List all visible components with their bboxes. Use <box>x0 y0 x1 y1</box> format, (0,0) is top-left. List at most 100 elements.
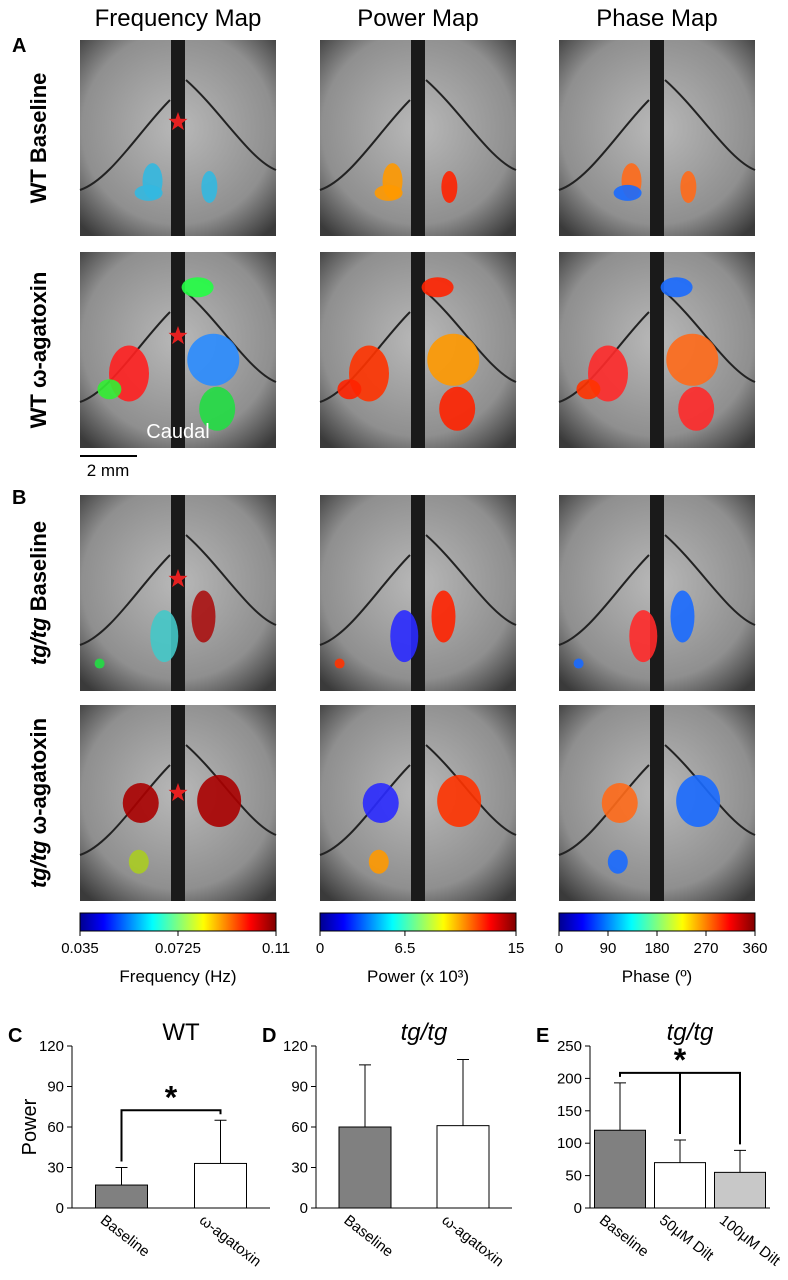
colorbar-tick-label: 270 <box>693 940 718 957</box>
row-label-prefix: tg/tg <box>26 840 51 888</box>
y-axis-label: Power <box>19 1098 41 1155</box>
colorbar-tick-label: 0.11 <box>262 940 290 957</box>
activity-blob <box>369 850 389 874</box>
activity-blob <box>135 185 163 201</box>
significance-marker: * <box>165 1079 178 1115</box>
colorbar-tick-label: 15 <box>508 940 525 957</box>
midline <box>171 705 185 901</box>
y-tick-label: 90 <box>47 1079 64 1096</box>
activity-blob <box>614 185 642 201</box>
panel-letter: A <box>12 35 26 57</box>
y-tick-label: 30 <box>291 1160 308 1177</box>
activity-blob <box>431 591 455 643</box>
activity-blob <box>680 171 696 203</box>
activity-blob <box>191 591 215 643</box>
activity-blob <box>427 334 479 386</box>
row-label: WT Baseline <box>26 73 51 204</box>
activity-blob <box>439 387 475 431</box>
row-label: tg/tg Baseline <box>26 521 51 665</box>
error-bar <box>734 1150 746 1172</box>
row-label: WT ω-agatoxin <box>26 272 51 429</box>
chart-title: WT <box>162 1019 200 1046</box>
midline <box>411 252 425 448</box>
activity-blob <box>678 387 714 431</box>
y-tick-label: 120 <box>39 1038 64 1055</box>
y-tick-label: 0 <box>574 1200 582 1217</box>
caudal-label: Caudal <box>146 421 209 443</box>
activity-blob <box>602 783 638 823</box>
colorbar-tick-label: 360 <box>742 940 767 957</box>
colorbar-label: Power (x 10³) <box>367 967 469 986</box>
activity-blob <box>441 171 457 203</box>
bar <box>715 1172 766 1208</box>
midline <box>171 495 185 691</box>
chart-title: tg/tg <box>401 1019 448 1046</box>
activity-blob <box>187 334 239 386</box>
row-label-text: WT ω-agatoxin <box>26 272 51 429</box>
activity-blob <box>437 775 481 827</box>
colorbar-tick-label: 0.035 <box>61 940 99 957</box>
scale-bar-label: 2 mm <box>87 461 130 480</box>
activity-blob <box>150 610 178 662</box>
error-bar <box>457 1060 469 1126</box>
colorbar <box>320 913 516 931</box>
row-label-text: WT Baseline <box>26 73 51 204</box>
activity-blob <box>661 277 693 297</box>
x-tick-label: ω-agatoxin <box>439 1212 507 1271</box>
colorbar-tick-label: 6.5 <box>395 940 416 957</box>
colorbar <box>559 913 755 931</box>
y-tick-label: 0 <box>300 1200 308 1217</box>
colorbar-tick-label: 180 <box>644 940 669 957</box>
activity-blob <box>335 659 345 669</box>
bar <box>96 1185 148 1208</box>
x-tick-label: 100μM Dilt <box>716 1212 784 1270</box>
midline <box>650 495 664 691</box>
midline <box>650 252 664 448</box>
error-bar <box>614 1083 626 1130</box>
y-tick-label: 150 <box>557 1103 582 1120</box>
activity-blob <box>608 850 628 874</box>
activity-blob <box>95 659 105 669</box>
midline <box>650 705 664 901</box>
activity-blob <box>182 277 214 297</box>
y-tick-label: 0 <box>56 1200 64 1217</box>
x-tick-label: Baseline <box>341 1212 397 1261</box>
activity-blob <box>666 334 718 386</box>
column-header: Frequency Map <box>95 5 262 32</box>
colorbar-label: Phase (º) <box>622 967 692 986</box>
significance-bracket <box>122 1110 221 1161</box>
activity-blob <box>670 591 694 643</box>
bar <box>195 1163 247 1208</box>
midline <box>411 495 425 691</box>
y-tick-label: 60 <box>291 1119 308 1136</box>
activity-blob <box>197 775 241 827</box>
bar <box>595 1130 646 1208</box>
x-tick-label: ω-agatoxin <box>196 1212 264 1271</box>
colorbar-tick-label: 0.0725 <box>155 940 201 957</box>
y-tick-label: 60 <box>47 1119 64 1136</box>
colorbar-label: Frequency (Hz) <box>119 967 236 986</box>
y-tick-label: 90 <box>291 1079 308 1096</box>
row-label: tg/tg ω-agatoxin <box>26 718 51 888</box>
activity-blob <box>363 783 399 823</box>
activity-blob <box>97 379 121 399</box>
activity-blob <box>123 783 159 823</box>
x-tick-label: Baseline <box>596 1212 652 1261</box>
midline <box>650 40 664 236</box>
panel-letter: E <box>536 1025 549 1047</box>
midline <box>411 40 425 236</box>
midline <box>171 40 185 236</box>
y-tick-label: 50 <box>565 1168 582 1185</box>
y-tick-label: 30 <box>47 1160 64 1177</box>
significance-marker: * <box>674 1042 687 1078</box>
colorbar-tick-label: 0 <box>555 940 563 957</box>
y-tick-label: 200 <box>557 1070 582 1087</box>
activity-blob <box>201 171 217 203</box>
activity-blob <box>129 850 149 874</box>
error-bar <box>215 1120 227 1163</box>
column-header: Phase Map <box>596 5 717 32</box>
activity-blob <box>422 277 454 297</box>
y-tick-label: 120 <box>283 1038 308 1055</box>
colorbar <box>80 913 276 931</box>
activity-blob <box>576 379 600 399</box>
